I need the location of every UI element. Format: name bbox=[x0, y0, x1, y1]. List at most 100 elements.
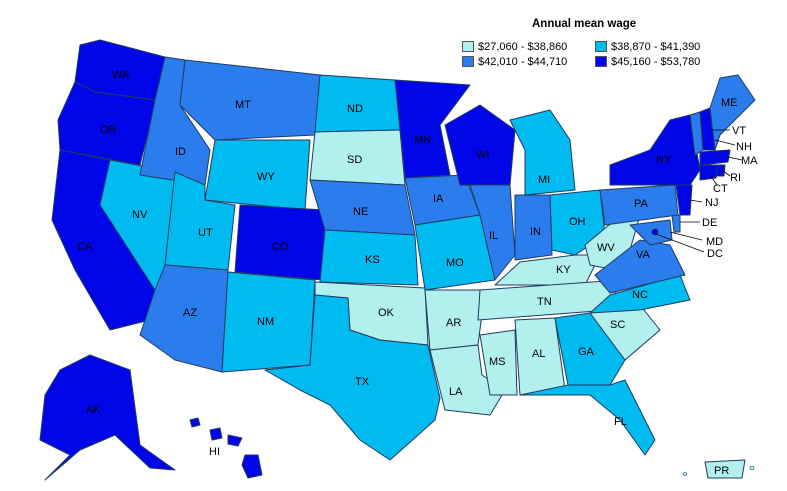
label-pr: PR bbox=[714, 465, 729, 477]
state-az[interactable] bbox=[139, 264, 229, 373]
label-ca: CA bbox=[77, 241, 93, 253]
label-tn: TN bbox=[537, 296, 552, 308]
state-mi[interactable] bbox=[509, 109, 576, 196]
leader-md bbox=[669, 231, 703, 241]
label-wa: WA bbox=[112, 69, 130, 81]
label-co: CO bbox=[272, 241, 289, 253]
leader-ri bbox=[721, 169, 731, 177]
legend-label-4: $45,160 - $53,780 bbox=[611, 55, 701, 68]
legend-swatch-4 bbox=[595, 56, 607, 67]
label-ak: AK bbox=[86, 404, 101, 416]
label-ms: MS bbox=[489, 356, 506, 368]
label-in: IN bbox=[530, 226, 541, 238]
state-ri[interactable] bbox=[715, 164, 726, 177]
label-al: AL bbox=[532, 348, 545, 360]
label-mt: MT bbox=[235, 99, 251, 111]
label-de: DE bbox=[702, 217, 717, 229]
label-pa: PA bbox=[634, 198, 649, 210]
label-oh: OH bbox=[569, 216, 586, 228]
label-az: AZ bbox=[183, 307, 197, 319]
state-va[interactable] bbox=[594, 239, 686, 294]
label-nh: NH bbox=[736, 141, 752, 153]
leader-nh bbox=[714, 139, 736, 146]
state-dc[interactable] bbox=[651, 228, 659, 236]
label-wi: WI bbox=[476, 149, 489, 161]
label-mi: MI bbox=[538, 174, 550, 186]
state-mt[interactable] bbox=[179, 59, 321, 141]
state-ma[interactable] bbox=[699, 149, 731, 166]
legend-swatch-2 bbox=[595, 41, 607, 52]
label-nc: NC bbox=[632, 289, 648, 301]
legend-label-2: $38,870 - $41,390 bbox=[611, 40, 701, 53]
leader-nj bbox=[689, 199, 703, 203]
label-hi: HI bbox=[209, 446, 220, 458]
state-pr[interactable] bbox=[704, 459, 746, 479]
label-ut: UT bbox=[198, 227, 213, 239]
label-ky: KY bbox=[556, 264, 571, 276]
label-ok: OK bbox=[378, 307, 395, 319]
state-in[interactable] bbox=[514, 194, 553, 261]
state-de[interactable] bbox=[671, 214, 681, 233]
state-mn[interactable] bbox=[394, 79, 471, 179]
label-ks: KS bbox=[365, 254, 380, 266]
pr-islet bbox=[749, 465, 755, 471]
label-nm: NM bbox=[257, 316, 274, 328]
label-ny: NY bbox=[656, 154, 672, 166]
leader-dc bbox=[655, 233, 705, 253]
state-ny[interactable] bbox=[609, 114, 701, 186]
label-ne: NE bbox=[353, 206, 368, 218]
label-sc: SC bbox=[610, 319, 625, 331]
label-or: OR bbox=[100, 124, 117, 136]
legend-item-3: $42,010 - $44,710 bbox=[462, 55, 567, 68]
state-tx[interactable] bbox=[264, 294, 441, 461]
state-il[interactable] bbox=[469, 184, 516, 281]
label-dc: DC bbox=[707, 248, 723, 260]
state-wi[interactable] bbox=[444, 104, 516, 186]
state-hi[interactable] bbox=[189, 417, 263, 479]
state-pa[interactable] bbox=[599, 184, 679, 226]
label-id: ID bbox=[175, 146, 186, 158]
label-md: MD bbox=[706, 236, 723, 248]
label-tx: TX bbox=[355, 376, 370, 388]
legend-item-2: $38,870 - $41,390 bbox=[595, 40, 700, 53]
state-ct[interactable] bbox=[699, 164, 719, 181]
label-ma: MA bbox=[741, 155, 758, 167]
label-va: VA bbox=[636, 249, 651, 261]
legend-swatch-3 bbox=[462, 56, 474, 67]
label-vt: VT bbox=[732, 125, 746, 137]
state-ga[interactable] bbox=[554, 312, 626, 386]
state-or[interactable] bbox=[57, 81, 156, 166]
leader-ct bbox=[709, 174, 718, 186]
legend-swatch-1 bbox=[462, 41, 474, 52]
label-ia: IA bbox=[433, 193, 444, 205]
state-ak[interactable] bbox=[39, 354, 176, 481]
pr-islet bbox=[683, 472, 687, 476]
label-sd: SD bbox=[347, 154, 362, 166]
label-nv: NV bbox=[132, 209, 148, 221]
label-mn: MN bbox=[414, 134, 431, 146]
state-md[interactable] bbox=[629, 219, 673, 246]
state-ms[interactable] bbox=[479, 329, 518, 396]
label-mo: MO bbox=[446, 257, 464, 269]
state-fl[interactable] bbox=[519, 379, 656, 456]
label-ar: AR bbox=[446, 317, 461, 329]
label-ga: GA bbox=[578, 346, 595, 358]
label-la: LA bbox=[449, 386, 463, 398]
state-me[interactable] bbox=[709, 74, 756, 151]
legend-title: Annual mean wage bbox=[532, 18, 637, 30]
legend-label-1: $27,060 - $38,860 bbox=[478, 40, 568, 53]
label-wv: WV bbox=[597, 242, 615, 254]
label-nd: ND bbox=[347, 103, 363, 115]
label-fl: FL bbox=[614, 416, 627, 428]
label-me: ME bbox=[721, 97, 738, 109]
legend-item-4: $45,160 - $53,780 bbox=[595, 55, 700, 68]
state-ks[interactable] bbox=[319, 229, 419, 286]
label-nj: NJ bbox=[705, 197, 718, 209]
state-nj[interactable] bbox=[675, 184, 693, 216]
label-il: IL bbox=[489, 230, 498, 242]
label-wy: WY bbox=[257, 171, 275, 183]
label-ct: CT bbox=[713, 183, 728, 195]
leader-ma bbox=[727, 156, 743, 161]
label-ri: RI bbox=[730, 172, 741, 184]
